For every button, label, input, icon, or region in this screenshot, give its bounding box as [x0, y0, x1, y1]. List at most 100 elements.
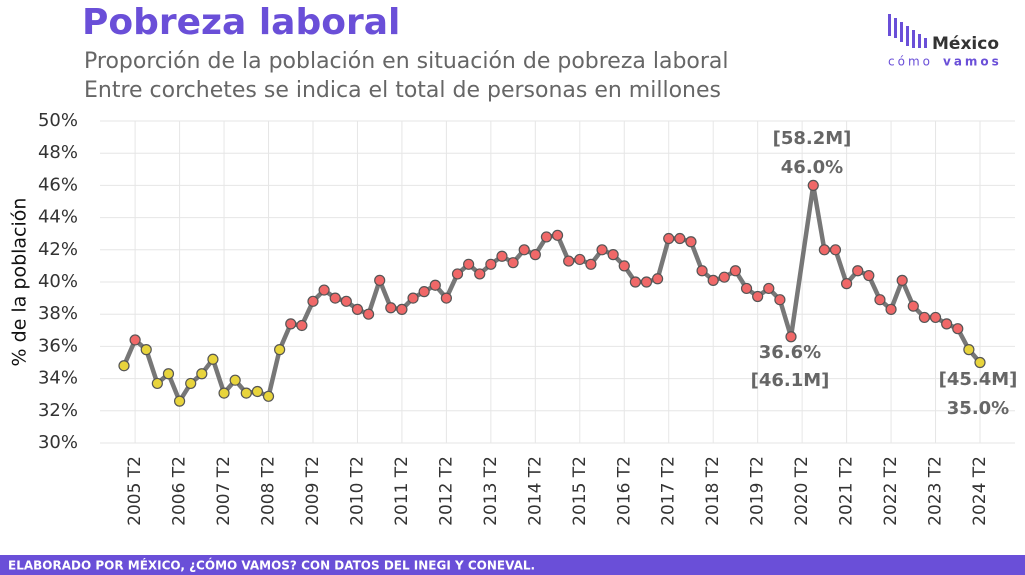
point	[362, 308, 375, 320]
subtitle: Entre corchetes se indica el total de pe…	[84, 78, 721, 103]
point	[496, 250, 508, 262]
point	[385, 302, 397, 314]
point	[663, 232, 675, 245]
point	[974, 356, 986, 369]
x-tick-label: 2014 T2	[525, 456, 545, 526]
point	[196, 368, 208, 380]
point	[285, 318, 297, 330]
y-tick-label: 30%	[38, 432, 78, 453]
logo-text: vamos	[943, 55, 1002, 69]
plot: [58.2M] 46.0% 36.6% [46.1M] [45.4M] 35.0%	[118, 128, 1017, 419]
point	[874, 294, 886, 306]
logo-bar	[894, 18, 897, 38]
point	[829, 244, 842, 256]
point	[785, 331, 797, 343]
point	[451, 268, 464, 280]
y-tick-label: 34%	[38, 368, 78, 389]
footer-bar	[0, 555, 1025, 575]
point	[807, 179, 819, 191]
point	[918, 311, 931, 324]
point	[607, 249, 619, 261]
point	[618, 260, 630, 272]
x-tick-label: 2007 T2	[214, 456, 234, 526]
point	[240, 387, 252, 399]
y-tick-label: 32%	[38, 400, 78, 421]
point	[140, 344, 152, 356]
logo-text: México	[932, 34, 999, 54]
point	[185, 377, 197, 390]
x-tick-label: 2010 T2	[347, 456, 367, 526]
logo-bar	[888, 14, 891, 36]
x-tick-label: 2015 T2	[570, 456, 590, 526]
x-tick-label: 2022 T2	[881, 456, 901, 526]
point	[463, 258, 475, 270]
point	[740, 282, 753, 295]
logo: México cómo vamos	[888, 14, 1002, 69]
point	[563, 255, 575, 267]
footer: ELABORADO POR MÉXICO, ¿CÓMO VAMOS? CON D…	[8, 558, 535, 573]
point	[652, 273, 664, 285]
y-tick-label: 44%	[38, 207, 78, 228]
point	[229, 374, 241, 386]
x-tick-label: 2019 T2	[748, 456, 768, 526]
logo-text: cómo	[888, 55, 933, 69]
point	[529, 249, 541, 261]
logo-bar	[906, 26, 909, 46]
annotation: [58.2M]	[773, 128, 852, 149]
point	[351, 303, 364, 315]
point	[640, 276, 653, 288]
point	[274, 344, 286, 356]
point	[752, 290, 764, 303]
annotation: 46.0%	[781, 157, 843, 178]
point	[318, 284, 330, 296]
point	[963, 344, 975, 356]
point	[941, 318, 953, 330]
logo-bar	[924, 38, 927, 48]
point	[896, 274, 908, 286]
point	[952, 323, 964, 335]
point	[340, 295, 352, 307]
point	[118, 360, 130, 372]
point	[374, 274, 386, 286]
point	[540, 231, 553, 243]
point	[518, 244, 530, 256]
point	[218, 387, 230, 399]
y-tick-label: 46%	[38, 174, 78, 195]
logo-bar	[912, 30, 915, 48]
point	[674, 232, 686, 245]
y-tick-label: 36%	[38, 335, 78, 356]
x-tick-label: 2020 T2	[792, 456, 812, 526]
annotation: 36.6%	[759, 342, 821, 363]
y-tick-label: 42%	[38, 239, 78, 260]
point	[329, 292, 341, 304]
x-tick-label: 2024 T2	[970, 456, 990, 526]
point	[852, 265, 864, 277]
grid: 30% 32% 34% 36% 38% 40% 42% 44% 46% 48% 50% 2005 T2…	[38, 110, 1015, 526]
y-tick-label: 38%	[38, 303, 78, 324]
y-tick-label: 48%	[38, 142, 78, 163]
point	[774, 294, 786, 306]
x-tick-label: 2008 T2	[259, 456, 279, 526]
point	[407, 292, 419, 304]
point	[307, 295, 319, 307]
point	[151, 377, 163, 390]
point	[162, 368, 175, 380]
point	[818, 244, 830, 256]
annotation: 35.0%	[947, 398, 1009, 419]
point	[296, 319, 308, 332]
y-tick-label: 50%	[38, 110, 78, 131]
x-tick-label: 2016 T2	[614, 456, 634, 526]
point	[840, 278, 853, 290]
logo-bar	[900, 22, 903, 42]
point	[863, 269, 875, 282]
y-axis-label: % de la población	[9, 198, 31, 367]
x-tick-label: 2009 T2	[303, 456, 323, 526]
annotation: [46.1M]	[751, 370, 830, 391]
x-tick-label: 2021 T2	[837, 456, 857, 526]
point	[629, 276, 641, 288]
x-tick-label: 2011 T2	[392, 456, 412, 526]
point	[596, 244, 608, 256]
point	[574, 253, 586, 266]
x-tick-label: 2023 T2	[926, 456, 946, 526]
